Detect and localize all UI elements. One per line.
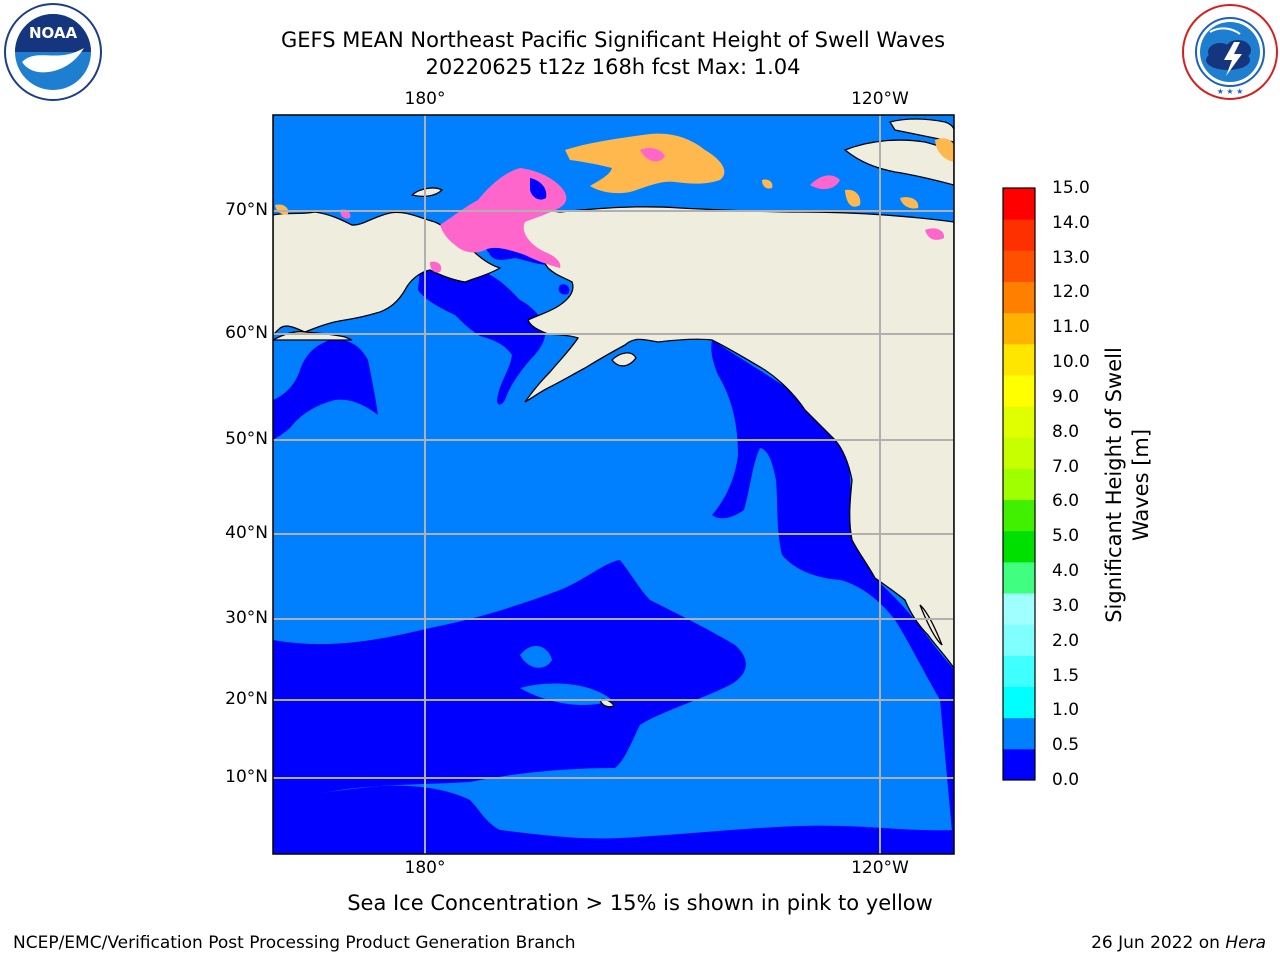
sea-ice-pink — [430, 261, 442, 273]
lat-label-40n: 40°N — [225, 523, 268, 543]
date-host: 26 Jun 2022 on Hera — [1091, 933, 1266, 953]
sea-ice-orange — [565, 133, 725, 194]
colorbar-tick-label: 14.0 — [1052, 212, 1090, 233]
colorbar-tick-label: 3.0 — [1052, 595, 1080, 616]
colorbar-tick-label: 0.0 — [1052, 770, 1080, 790]
nws-logo: ★ ★ ★ — [1182, 4, 1278, 100]
ocean-swell-0.5-1.0 — [520, 645, 552, 668]
ocean-swell-0-0.5 — [273, 785, 954, 854]
lat-label-50n: 50°N — [225, 429, 268, 449]
lat-label-30n: 30°N — [225, 608, 268, 628]
sea-ice-pink — [640, 148, 665, 162]
lat-label-20n: 20°N — [225, 689, 268, 709]
colorbar-tick-label: 8.0 — [1052, 421, 1080, 442]
land-island — [611, 352, 637, 367]
sea-ice-note: Sea Ice Concentration > 15% is shown in … — [347, 891, 933, 915]
ocean-swell-0-0.5 — [558, 284, 570, 295]
lat-label-10n: 10°N — [225, 767, 268, 787]
lon-label-bottom-180: 180° — [404, 858, 446, 878]
colorbar-tick-label: 1.5 — [1052, 665, 1080, 686]
sea-ice-orange — [762, 179, 773, 189]
noaa-logo: NOAA — [4, 3, 102, 101]
land-island — [919, 604, 943, 646]
colorbar-tick-label: 11.0 — [1052, 317, 1090, 338]
sea-ice-pink — [810, 175, 840, 190]
colorbar-tick-label: 12.0 — [1052, 282, 1090, 303]
lon-label-top-180: 180° — [404, 89, 446, 109]
credit-text: NCEP/EMC/Verification Post Processing Pr… — [13, 933, 576, 953]
sea-ice-blue-patch — [530, 178, 547, 200]
colorbar-tick-label: 6.0 — [1052, 491, 1080, 512]
colorbar-title-line2: Waves [m] — [1129, 428, 1153, 542]
run-date: 26 Jun 2022 on — [1091, 933, 1226, 953]
sea-ice-orange — [275, 204, 289, 215]
map-frame — [272, 114, 955, 855]
lat-label-70n: 70°N — [225, 200, 268, 220]
sea-ice-pink — [925, 228, 945, 240]
lat-label-60n: 60°N — [225, 323, 268, 343]
ocean-swell-0-0.5 — [273, 339, 378, 440]
ocean-swell-0-0.5 — [711, 340, 954, 854]
ocean-swell-0-0.5 — [273, 560, 746, 803]
colorbar-title: Significant Height of Swell Waves [m] — [1101, 347, 1155, 623]
colorbar-tick-label: 7.0 — [1052, 456, 1080, 477]
colorbar-tick-label: 5.0 — [1052, 526, 1080, 547]
colorbar-tick-label: 15.0 — [1052, 178, 1090, 198]
colorbar-tick-label: 1.0 — [1052, 700, 1080, 721]
colorbar-tick-label: 0.5 — [1052, 735, 1080, 756]
sea-ice-orange — [845, 189, 861, 207]
forecast-subtitle: 20220625 t12z 168h fcst Max: 1.04 — [425, 55, 801, 79]
sea-ice-orange — [900, 197, 919, 209]
colorbar-title-line1: Significant Height of Swell — [1102, 347, 1126, 623]
graticule — [273, 115, 954, 854]
colorbar-tick-label: 4.0 — [1052, 561, 1080, 582]
colorbar-tick-label: 2.0 — [1052, 630, 1080, 651]
noaa-logo-text: NOAA — [29, 24, 78, 42]
lon-label-bottom-120w: 120°W — [851, 858, 909, 878]
svg-text:★ ★ ★: ★ ★ ★ — [1217, 87, 1244, 96]
host-name: Hera — [1225, 933, 1266, 953]
sea-ice-orange — [935, 138, 954, 162]
colorbar-tick-label: 10.0 — [1052, 352, 1090, 373]
land-siberia — [273, 115, 502, 336]
land-island — [410, 187, 444, 197]
chart-title: GEFS MEAN Northeast Pacific Significant … — [280, 28, 946, 52]
land-north-america — [467, 206, 954, 670]
lon-label-top-120w: 120°W — [851, 89, 909, 109]
colorbar-tick-label: 9.0 — [1052, 386, 1080, 407]
colorbar-tick-label: 13.0 — [1052, 247, 1090, 268]
